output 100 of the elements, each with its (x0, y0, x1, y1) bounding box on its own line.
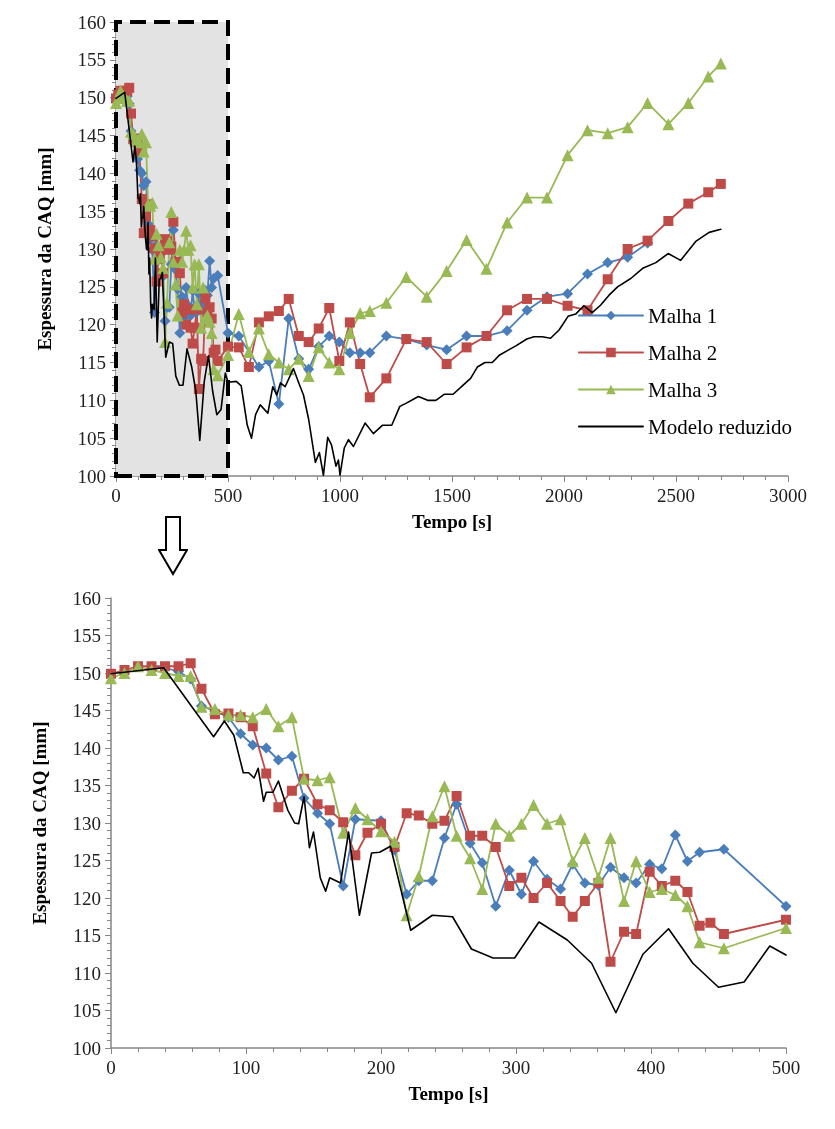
point (516, 872, 527, 883)
point (272, 720, 285, 733)
y-tick-label: 100 (72, 1037, 101, 1059)
point (272, 754, 284, 766)
point (503, 864, 515, 876)
point (438, 780, 451, 793)
point (541, 817, 554, 830)
point (670, 875, 681, 886)
point (476, 857, 488, 869)
x-tick-label: 3000 (769, 485, 807, 506)
y-tick-label: 150 (72, 662, 101, 684)
point (426, 810, 439, 823)
point (173, 661, 184, 672)
point (515, 817, 528, 830)
point (528, 893, 539, 903)
point (579, 877, 591, 889)
point (579, 896, 590, 906)
point (655, 883, 668, 895)
point (542, 878, 553, 888)
point (375, 825, 387, 838)
y-tick-label: 120 (72, 887, 101, 909)
point (717, 942, 730, 955)
point (490, 842, 501, 852)
point (362, 827, 373, 838)
point (338, 817, 349, 828)
point (656, 863, 668, 875)
y-tick-label: 140 (72, 737, 101, 759)
point (426, 875, 438, 887)
x-tick-label: 400 (636, 1057, 666, 1078)
point (465, 830, 476, 841)
point (630, 877, 642, 889)
y-tick-label: 105 (77, 427, 106, 449)
point (630, 855, 643, 868)
point (718, 929, 729, 939)
y-tick-label: 145 (72, 700, 101, 721)
x-tick-label: 0 (111, 485, 121, 506)
point (780, 900, 792, 912)
point (312, 799, 323, 810)
point (361, 813, 374, 826)
point (324, 805, 335, 816)
x-tick-label: 1500 (433, 485, 471, 506)
y-tick-label: 135 (72, 775, 101, 796)
point (247, 739, 259, 751)
point (286, 785, 297, 796)
point (349, 813, 361, 825)
point (694, 846, 706, 858)
point (619, 926, 629, 937)
point (489, 817, 502, 830)
point (681, 855, 693, 867)
point (323, 771, 336, 784)
point (567, 911, 578, 922)
point (643, 886, 656, 898)
point (555, 896, 566, 906)
point (693, 936, 706, 949)
point (286, 750, 298, 762)
point (604, 832, 617, 844)
y-axis-title: Espessura da CAQ [mm] (34, 147, 55, 351)
y-tick-label: 115 (73, 925, 101, 946)
y-tick-label: 110 (73, 962, 101, 984)
point (451, 791, 462, 801)
point (105, 672, 117, 685)
point (311, 774, 324, 787)
x-tick-label: 2500 (657, 485, 695, 506)
y-tick-label: 155 (72, 625, 101, 646)
x-tick-label: 2000 (545, 485, 583, 506)
point (669, 889, 682, 901)
point (349, 802, 362, 814)
y-tick-label: 130 (72, 812, 101, 834)
point (503, 829, 516, 842)
point (554, 813, 567, 826)
legend-label: Modelo reduzido (647, 414, 792, 439)
point (235, 728, 247, 740)
point (260, 742, 272, 754)
point (260, 703, 273, 715)
point (285, 711, 298, 724)
x-tick-label: 500 (771, 1057, 801, 1078)
point (438, 832, 450, 844)
point (669, 829, 681, 841)
point (681, 900, 694, 913)
point (515, 888, 527, 900)
point (682, 887, 693, 897)
y-tick-label: 105 (72, 1000, 101, 1021)
y-tick-label: 160 (72, 587, 101, 609)
x-tick-label: 100 (231, 1057, 261, 1078)
point (172, 670, 185, 682)
point (490, 900, 502, 912)
point (781, 914, 791, 925)
y-tick-label: 145 (77, 125, 106, 146)
point (464, 852, 477, 865)
point (401, 888, 413, 900)
y-tick-label: 135 (77, 200, 106, 222)
y-tick-label: 150 (77, 87, 106, 109)
y-tick-label: 100 (77, 465, 106, 487)
point (196, 683, 207, 694)
point (477, 830, 488, 841)
point (605, 861, 616, 873)
x-tick-label: 300 (501, 1057, 531, 1078)
point (412, 870, 425, 883)
point (705, 917, 716, 928)
point (337, 826, 350, 839)
